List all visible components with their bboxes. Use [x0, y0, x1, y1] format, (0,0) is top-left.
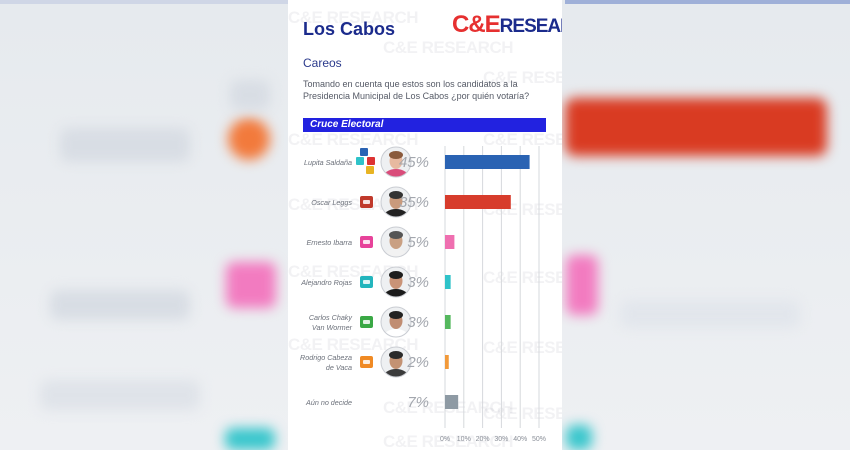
x-tick-label: 0% [440, 436, 450, 443]
avatar-ring [380, 266, 412, 298]
candidate-name: Van Wormer [312, 323, 353, 332]
avatar-shoulders [383, 169, 409, 177]
bar [445, 155, 530, 169]
avatar-hair [389, 151, 403, 159]
avatar-figure [383, 351, 409, 377]
candidate-name: Lupita Saldaña [304, 158, 352, 167]
party-logo-icon [367, 157, 375, 165]
avatar-hair [389, 351, 403, 359]
x-tick-label: 30% [494, 436, 508, 443]
chart-banner-label: Cruce Electoral [310, 119, 384, 130]
avatar-shoulders [383, 289, 409, 297]
party-logo-icon [363, 320, 370, 324]
candidate-name: Rodrigo Cabeza [300, 353, 352, 362]
x-tick-label: 50% [532, 436, 546, 443]
avatar-hair [389, 231, 403, 239]
data-label: 45% [399, 154, 429, 171]
bar [445, 235, 455, 249]
avatar-hair [389, 191, 403, 199]
blurred-background-shape [566, 255, 598, 315]
blurred-background-shape [40, 380, 200, 410]
page-title: Los Cabos [303, 19, 396, 39]
watermark-text: C&E RESEARCH [483, 268, 562, 287]
watermark-text: C&E RESEARCH [483, 130, 562, 149]
party-logo-icon [366, 166, 374, 174]
data-label: 7% [407, 394, 429, 411]
candidate-name: Ernesto Ibarra [306, 238, 352, 247]
party-logo-icon [363, 360, 370, 364]
blurred-background-shape [50, 290, 190, 320]
avatar-figure [383, 311, 409, 337]
watermark-text: C&E RESEARCH [483, 404, 562, 423]
candidate-name: Alejandro Rojas [300, 278, 352, 287]
avatar-ring [380, 186, 412, 218]
watermark-text: C&E RESEARCH [288, 335, 419, 354]
candidate-name: Carlos Chaky [309, 313, 353, 322]
blurred-background-shape [620, 300, 800, 328]
blurred-background-shape [60, 128, 190, 162]
blurred-background-shape [230, 80, 270, 110]
avatar-figure [383, 231, 409, 257]
avatar-shoulders [383, 209, 409, 217]
x-tick-label: 20% [476, 436, 490, 443]
data-label: 35% [399, 194, 429, 211]
x-tick-label: 10% [457, 436, 471, 443]
avatar-figure [383, 271, 409, 297]
bar-chart: 0% 10% 20% 30% 40% 50% Lupita Saldaña 45% Oscar … [300, 146, 546, 443]
watermark-text: C&E RESEARCH [483, 68, 562, 87]
avatar-ring [380, 306, 412, 338]
blurred-background-shape [565, 98, 827, 156]
party-logo-icon [363, 280, 370, 284]
bar [445, 395, 459, 409]
candidate-name: Aún no decide [305, 398, 352, 407]
candidate-name: de Vaca [326, 363, 352, 372]
avatar-figure [383, 191, 409, 217]
bar [445, 195, 511, 209]
data-label: 2% [406, 354, 429, 371]
blurred-background-shape [225, 428, 275, 450]
blurred-background-shape [566, 425, 592, 450]
data-label: 3% [407, 314, 429, 331]
avatar-shoulders [383, 369, 409, 377]
blurred-background-shape [226, 262, 276, 308]
watermark-text: C&E RESEARCH [383, 432, 514, 450]
party-logo-icon [363, 240, 370, 244]
bar [445, 355, 449, 369]
avatar-shoulders [383, 329, 409, 337]
watermark-text: C&E RESEARCH [483, 338, 562, 357]
avatar-shoulders [383, 249, 409, 257]
avatar-hair [389, 311, 403, 319]
background-top-bar [565, 0, 850, 4]
avatar-ring [380, 226, 412, 258]
bar [445, 315, 451, 329]
watermark-text: C&E RESEARCH [288, 8, 419, 27]
logo-research: RESEARCH [499, 16, 562, 37]
data-label: 3% [407, 274, 429, 291]
logo-ce: C&E [452, 11, 501, 38]
section-subtitle: Careos [303, 56, 342, 70]
candidate-name: Oscar Leggs [311, 198, 352, 207]
x-tick-label: 40% [513, 436, 527, 443]
avatar-figure [383, 151, 409, 177]
chart-banner: Cruce Electoral [303, 118, 546, 132]
avatar-ring [380, 146, 412, 178]
bar [445, 275, 451, 289]
avatar-hair [389, 271, 403, 279]
party-logo-icon [360, 148, 368, 156]
watermark-text: C&E RESEARCH [288, 130, 419, 149]
party-logo-icon [356, 157, 364, 165]
survey-question: Tomando en cuenta que estos son los cand… [303, 79, 530, 101]
background-top-bar [0, 0, 290, 4]
party-logo-icon [363, 200, 370, 204]
avatar-ring [380, 346, 412, 378]
data-label: 5% [407, 234, 429, 251]
blurred-background-shape [228, 118, 270, 160]
watermark-text: C&E RESEARCH [383, 38, 514, 57]
